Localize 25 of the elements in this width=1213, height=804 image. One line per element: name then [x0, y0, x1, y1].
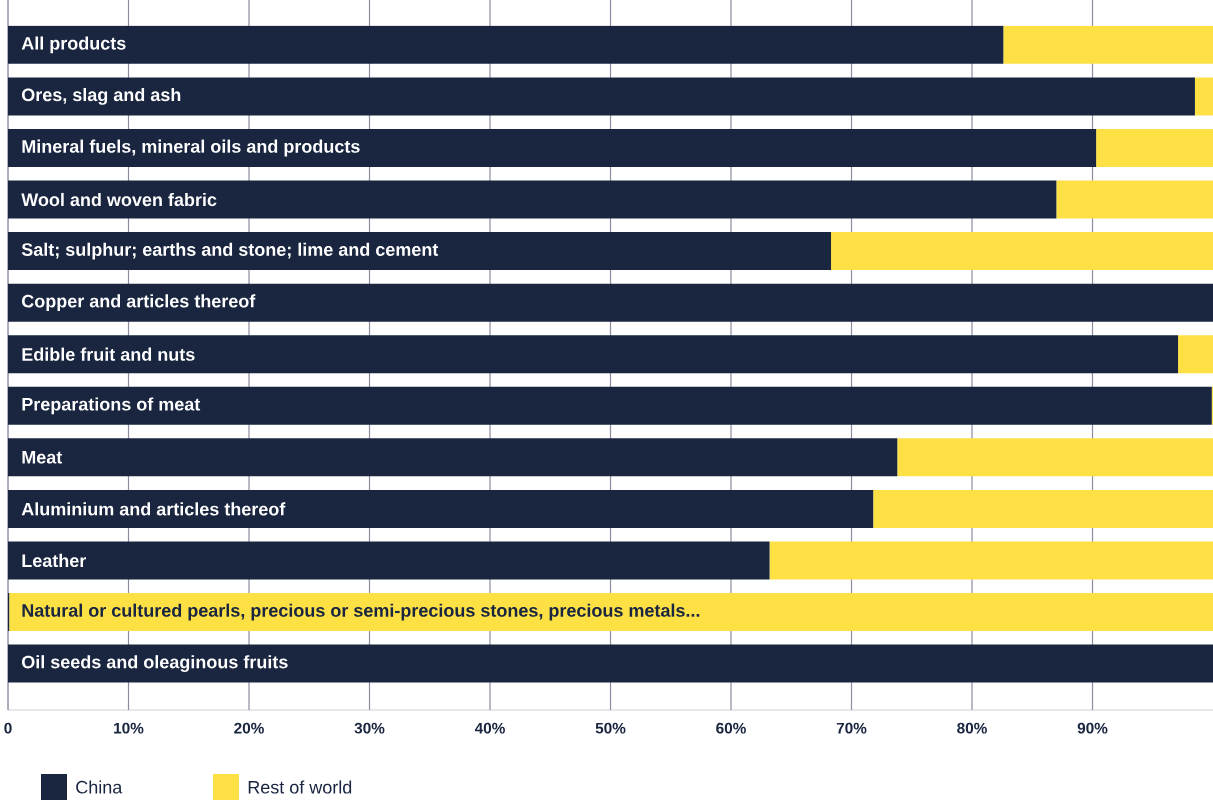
- y-tick-label: Salt; sulphur; earths and stone; lime and cement: [21, 242, 439, 260]
- x-tick-label: 60%: [716, 722, 746, 734]
- x-tick-label: 40%: [474, 722, 505, 734]
- x-tick-label: 20%: [234, 722, 264, 734]
- y-tick-label: Wool and woven fabric: [21, 192, 217, 207]
- y-tick-label: Meat: [22, 451, 63, 464]
- legend-label: China: [76, 780, 123, 794]
- y-tick-label: Leather: [22, 553, 87, 568]
- y-tick-label: Natural or cultured pearls, precious or semi-precious stones, precious metals...: [22, 603, 700, 621]
- y-tick-label: Edible fruit and nuts: [22, 347, 195, 361]
- y-tick-label: Ores, slag and ash: [22, 87, 181, 105]
- y-tick-label: All products: [21, 36, 126, 54]
- x-tick-label: 10%: [114, 722, 144, 734]
- x-tick-label: 70%: [836, 722, 867, 734]
- x-tick-label: 50%: [595, 722, 626, 734]
- y-tick-label: Preparations of meat: [22, 397, 201, 415]
- x-tick-label: 80%: [957, 722, 987, 734]
- y-tick-label: Oil seeds and oleaginous fruits: [22, 655, 288, 673]
- legend-label: Rest of world: [248, 780, 352, 794]
- x-tick-label: 0: [4, 722, 12, 734]
- x-tick-label: 30%: [354, 722, 385, 734]
- y-tick-label: Aluminium and articles thereof: [21, 502, 286, 516]
- y-tick-label: Mineral fuels, mineral oils and products: [22, 139, 360, 157]
- x-tick-label: 90%: [1077, 722, 1108, 734]
- y-tick-label: Copper and articles thereof: [22, 294, 256, 312]
